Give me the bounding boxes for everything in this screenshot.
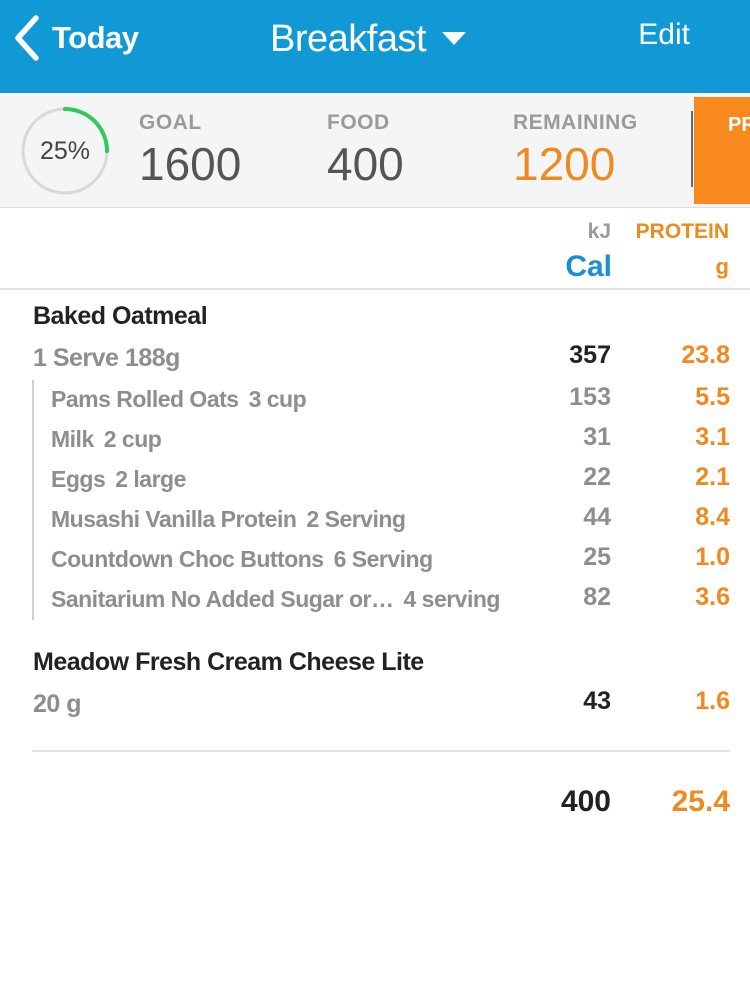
remaining-stat: REMAINING 1200 xyxy=(513,111,638,187)
summary-divider xyxy=(691,111,693,187)
food-protein: 1.6 xyxy=(695,687,730,715)
ingredient-protein: 3.1 xyxy=(695,423,730,451)
ingredient-qty: 2 Serving xyxy=(306,506,406,532)
ingredient-name: Musashi Vanilla Protein xyxy=(51,506,297,532)
energy-unit-cal[interactable]: Cal xyxy=(565,250,612,283)
meal-selector[interactable]: Breakfast xyxy=(270,14,467,64)
energy-unit-kj[interactable]: kJ xyxy=(587,220,611,243)
food-name[interactable]: Baked Oatmeal xyxy=(33,302,208,330)
calorie-summary: 25% GOAL 1600 FOOD 400 REMAINING 1200 PR xyxy=(0,93,750,208)
ingredient-label: Musashi Vanilla Protein 2 Serving xyxy=(51,506,406,533)
ingredient-protein: 5.5 xyxy=(695,383,730,411)
nav-bar: Today Breakfast Edit xyxy=(0,0,750,93)
ingredient-energy: 25 xyxy=(583,543,611,571)
ingredient-qty: 2 cup xyxy=(103,426,162,452)
total-protein: 25.4 xyxy=(671,785,730,818)
nutrient-tab[interactable]: PR xyxy=(694,97,750,204)
ingredient-qty: 4 serving xyxy=(403,586,500,612)
remaining-label: REMAINING xyxy=(513,111,638,134)
ingredient-protein: 3.6 xyxy=(695,583,730,611)
ingredient-indent-bar xyxy=(32,380,34,620)
ingredient-energy: 22 xyxy=(583,463,611,491)
ingredient-label: Pams Rolled Oats 3 cup xyxy=(51,386,307,413)
food-energy: 43 xyxy=(583,687,611,715)
ingredient-name: Sanitarium No Added Sugar or… xyxy=(51,586,394,612)
serving-size: 1 Serve 188g xyxy=(33,344,180,372)
back-button-label: Today xyxy=(52,20,139,55)
page-title: Breakfast xyxy=(270,17,427,60)
goal-label: GOAL xyxy=(139,111,202,134)
nutrient-column-label[interactable]: PROTEIN xyxy=(635,220,729,243)
food-stat: FOOD 400 xyxy=(327,111,404,187)
ingredient-energy: 31 xyxy=(583,423,611,451)
ingredient-label: Milk 2 cup xyxy=(51,426,162,453)
ingredient-protein: 8.4 xyxy=(695,503,730,531)
ingredient-energy: 44 xyxy=(583,503,611,531)
goal-value: 1600 xyxy=(139,138,242,190)
column-header: kJ PROTEIN Cal g xyxy=(0,208,750,290)
ingredient-name: Countdown Choc Buttons xyxy=(51,546,324,572)
ingredient-qty: 2 large xyxy=(115,466,186,492)
serving-size: 20 g xyxy=(33,690,82,718)
food-label: FOOD xyxy=(327,111,390,134)
ingredient-qty: 6 Serving xyxy=(333,546,434,572)
progress-ring: 25% xyxy=(20,106,110,196)
chevron-left-icon xyxy=(15,15,39,61)
food-value: 400 xyxy=(327,138,404,190)
food-protein: 23.8 xyxy=(681,341,730,369)
ingredient-qty: 3 cup xyxy=(248,386,307,412)
back-button[interactable]: Today xyxy=(14,15,139,61)
food-energy: 357 xyxy=(569,341,611,369)
ingredient-name: Pams Rolled Oats xyxy=(51,386,239,412)
ingredient-label: Countdown Choc Buttons 6 Serving xyxy=(51,546,433,573)
progress-ring-graphic xyxy=(21,107,109,195)
total-energy: 400 xyxy=(560,785,611,818)
ingredient-label: Sanitarium No Added Sugar or… 4 serving xyxy=(51,586,500,613)
progress-percent: 25% xyxy=(39,136,91,165)
ingredient-protein: 2.1 xyxy=(695,463,730,491)
food-name[interactable]: Meadow Fresh Cream Cheese Lite xyxy=(33,648,424,676)
ingredient-energy: 153 xyxy=(569,383,611,411)
totals-divider xyxy=(32,750,730,752)
ingredient-label: Eggs 2 large xyxy=(51,466,186,493)
ingredient-protein: 1.0 xyxy=(695,543,730,571)
edit-button[interactable]: Edit xyxy=(638,18,690,51)
ingredient-name: Eggs xyxy=(51,466,106,492)
remaining-value: 1200 xyxy=(513,138,616,190)
goal-stat: GOAL 1600 xyxy=(139,111,241,187)
caret-down-icon xyxy=(442,32,467,45)
ingredient-energy: 82 xyxy=(583,583,611,611)
nutrient-unit: g xyxy=(715,254,729,279)
ingredient-name: Milk xyxy=(51,426,94,452)
